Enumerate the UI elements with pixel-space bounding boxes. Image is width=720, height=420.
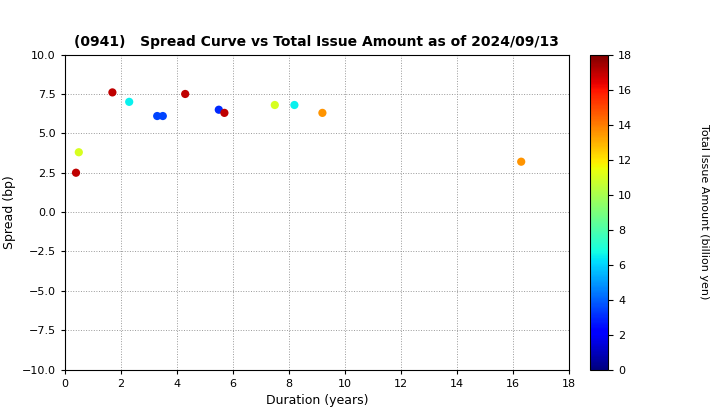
Y-axis label: Spread (bp): Spread (bp): [3, 175, 17, 249]
Point: [269, 102, 281, 108]
Y-axis label: Total Issue Amount (billion yen): Total Issue Amount (billion yen): [698, 124, 708, 300]
Title: (0941)   Spread Curve vs Total Issue Amount as of 2024/09/13: (0941) Spread Curve vs Total Issue Amoun…: [74, 35, 559, 49]
Point: [123, 98, 135, 105]
Point: [213, 106, 225, 113]
Point: [179, 91, 191, 97]
Point: [219, 110, 230, 116]
X-axis label: Duration (years): Duration (years): [266, 394, 368, 407]
Point: [107, 89, 118, 96]
Point: [151, 113, 163, 119]
Point: [73, 149, 84, 155]
Point: [157, 113, 168, 119]
Point: [289, 102, 300, 108]
Point: [317, 110, 328, 116]
Point: [516, 158, 527, 165]
Point: [71, 169, 82, 176]
